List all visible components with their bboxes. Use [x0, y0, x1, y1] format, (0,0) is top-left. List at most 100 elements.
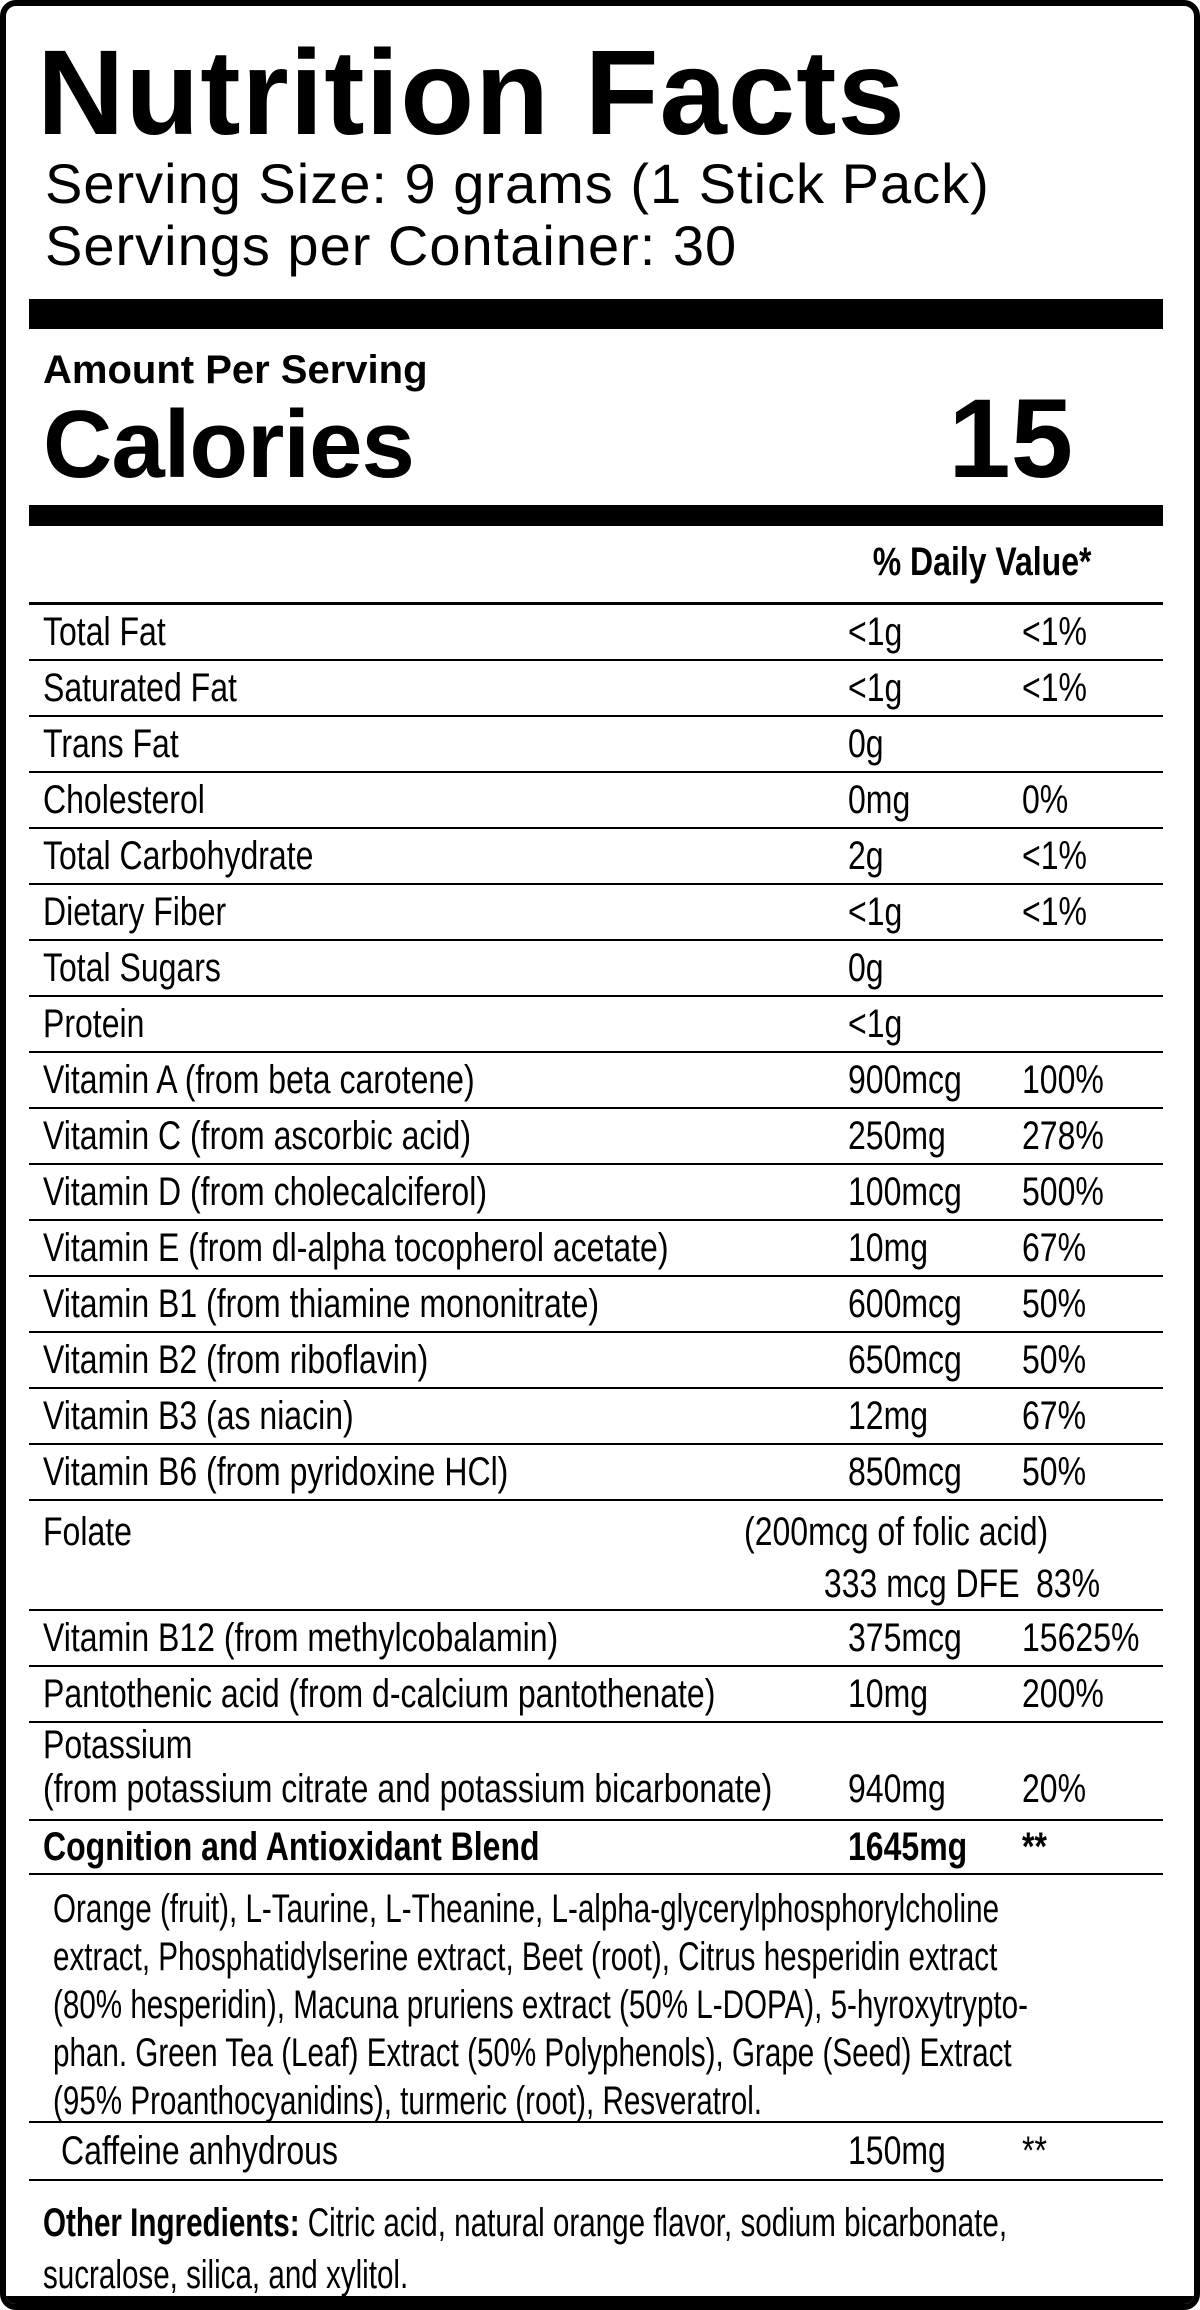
row-amount: 2g [848, 833, 884, 878]
row-daily-value [1022, 722, 1163, 767]
row-label: Dietary Fiber [43, 889, 227, 934]
table-row: Vitamin B12 (from methylcobalamin) 375mcg… [29, 1611, 1163, 1667]
table-row: Dietary Fiber <1g <1% [29, 885, 1163, 941]
row-label: Vitamin B12 (from methylcobalamin) [43, 1615, 559, 1660]
row-daily-value: 67% [1022, 1393, 1087, 1438]
row-daily-value: 500% [1022, 1169, 1104, 1214]
row-label: Vitamin B3 (as niacin) [43, 1393, 354, 1438]
row-label: Saturated Fat [43, 665, 237, 710]
row-amount: 850mcg [848, 1449, 962, 1494]
table-row: Vitamin E (from dl-alpha tocopherol acet… [29, 1221, 1163, 1277]
row-daily-value: <1% [1022, 665, 1087, 710]
row-amount: <1g [848, 889, 903, 934]
row-amount: 375mcg [848, 1615, 962, 1660]
row-amount: 650mcg [848, 1337, 962, 1382]
thick-divider-calories [29, 505, 1163, 526]
row-amount: 0mg [848, 777, 911, 822]
thick-divider-bottom [6, 2296, 1194, 2304]
servings-per-container-line: Servings per Container: 30 [45, 214, 738, 277]
row-label: Trans Fat [43, 721, 179, 766]
row-label: Total Sugars [43, 945, 221, 990]
row-label: Total Fat [43, 609, 166, 654]
row-daily-value: <1% [1022, 833, 1087, 878]
table-row: Vitamin B2 (from riboflavin) 650mcg 50% [29, 1333, 1163, 1389]
table-row: Vitamin B3 (as niacin) 12mg 67% [29, 1389, 1163, 1445]
row-amount: 10mg [848, 1225, 929, 1270]
row-amount: 1645mg [848, 1824, 968, 1869]
row-label: Folate [43, 1509, 132, 1554]
row-amount: 0g [848, 721, 884, 766]
row-label: Vitamin A (from beta carotene) [43, 1057, 475, 1102]
other-ingredients: Other Ingredients: Citric acid, natural … [29, 2181, 1163, 2301]
row-label: Vitamin C (from ascorbic acid) [43, 1113, 471, 1158]
table-row: Potassium (from potassium citrate and pot… [29, 1723, 1163, 1821]
table-row: Saturated Fat <1g <1% [29, 661, 1163, 717]
table-row: Vitamin A (from beta carotene) 900mcg 100% [29, 1053, 1163, 1109]
row-amount: 940mg [848, 1767, 946, 1811]
row-daily-value: 100% [1022, 1057, 1104, 1102]
row-label: Total Carbohydrate [43, 833, 314, 878]
row-amount: 150mg [848, 2128, 946, 2173]
row-note: (200mcg of folic acid) [743, 1509, 1048, 1554]
row-daily-value: 278% [1022, 1113, 1104, 1158]
row-label: Vitamin E (from dl-alpha tocopherol acet… [43, 1225, 669, 1270]
calories-value: 15 [948, 376, 1073, 501]
row-daily-value: 50% [1022, 1449, 1087, 1494]
row-label: Vitamin B1 (from thiamine mononitrate) [43, 1281, 600, 1326]
table-row: Vitamin B1 (from thiamine mononitrate) 60… [29, 1277, 1163, 1333]
row-amount: 12mg [848, 1393, 929, 1438]
table-row: Caffeine anhydrous 150mg ** [29, 2123, 1163, 2181]
row-daily-value: 83% [1036, 1561, 1101, 1606]
row-amount: <1g [848, 1001, 903, 1046]
table-row: Protein <1g [29, 997, 1163, 1053]
table-row: Cognition and Antioxidant Blend 1645mg ** [29, 1821, 1163, 1875]
row-daily-value: 200% [1022, 1671, 1104, 1716]
blend-ingredients: Orange (fruit), L-Taurine, L-Theanine, L… [29, 1875, 1163, 2123]
row-amount: 10mg [848, 1671, 929, 1716]
table-row: Vitamin D (from cholecalciferol) 100mcg 50… [29, 1165, 1163, 1221]
table-row: Vitamin C (from ascorbic acid) 250mg 278% [29, 1109, 1163, 1165]
row-daily-value: ** [1022, 2128, 1047, 2173]
label-title: Nutrition Facts [37, 24, 906, 160]
row-amount: 333 mcg DFE [824, 1561, 1020, 1606]
table-row: Total Fat <1g <1% [29, 605, 1163, 661]
row-daily-value [1022, 946, 1163, 991]
label-content: Nutrition Facts Serving Size: 9 grams (1… [29, 32, 1163, 2301]
row-label: Cholesterol [43, 777, 205, 822]
amount-per-serving-label: Amount Per Serving [43, 348, 428, 392]
row-daily-value: 67% [1022, 1225, 1087, 1270]
calories-label: Calories [43, 391, 415, 498]
row-daily-value: ** [1022, 1824, 1047, 1869]
other-ingredients-lead: Other Ingredients: [43, 2201, 300, 2245]
row-daily-value [1022, 1002, 1163, 1047]
row-amount: 0g [848, 945, 884, 990]
row-label: Caffeine anhydrous [61, 2128, 338, 2173]
row-label: Cognition and Antioxidant Blend [43, 1824, 540, 1869]
row-amount: <1g [848, 665, 903, 710]
calories-row: Calories 15 [43, 376, 1163, 501]
table-row: Total Carbohydrate 2g <1% [29, 829, 1163, 885]
blend-ingredients-text: Orange (fruit), L-Taurine, L-Theanine, L… [53, 1887, 1028, 2123]
other-ingredients-text: Citric acid, natural orange flavor, sodi… [43, 2201, 1008, 2297]
serving-size-line: Serving Size: 9 grams (1 Stick Pack) [45, 152, 990, 215]
row-daily-value: <1% [1022, 609, 1087, 654]
row-amount: 100mcg [848, 1169, 962, 1214]
table-row: Folate (200mcg of folic acid) 333 mcg DFE 8… [29, 1501, 1163, 1611]
row-daily-value: 15625% [1022, 1615, 1140, 1660]
thick-divider-top [29, 299, 1163, 329]
row-daily-value: 20% [1022, 1767, 1087, 1811]
row-daily-value: 50% [1022, 1337, 1087, 1382]
daily-value-header: % Daily Value* [29, 526, 1163, 605]
row-label: Vitamin B2 (from riboflavin) [43, 1337, 429, 1382]
row-amount: <1g [848, 609, 903, 654]
table-row: Pantothenic acid (from d-calcium pantoth… [29, 1667, 1163, 1723]
row-label: Protein [43, 1001, 145, 1046]
row-amount: 900mcg [848, 1057, 962, 1102]
nutrient-table: Total Fat <1g <1% Saturated Fat <1g <1% Trans … [29, 605, 1163, 2301]
table-row: Cholesterol 0mg 0% [29, 773, 1163, 829]
table-row: Trans Fat 0g [29, 717, 1163, 773]
table-row: Vitamin B6 (from pyridoxine HCl) 850mcg 50… [29, 1445, 1163, 1501]
row-label: Pantothenic acid (from d-calcium pantoth… [43, 1671, 716, 1716]
row-label: Vitamin B6 (from pyridoxine HCl) [43, 1449, 509, 1494]
